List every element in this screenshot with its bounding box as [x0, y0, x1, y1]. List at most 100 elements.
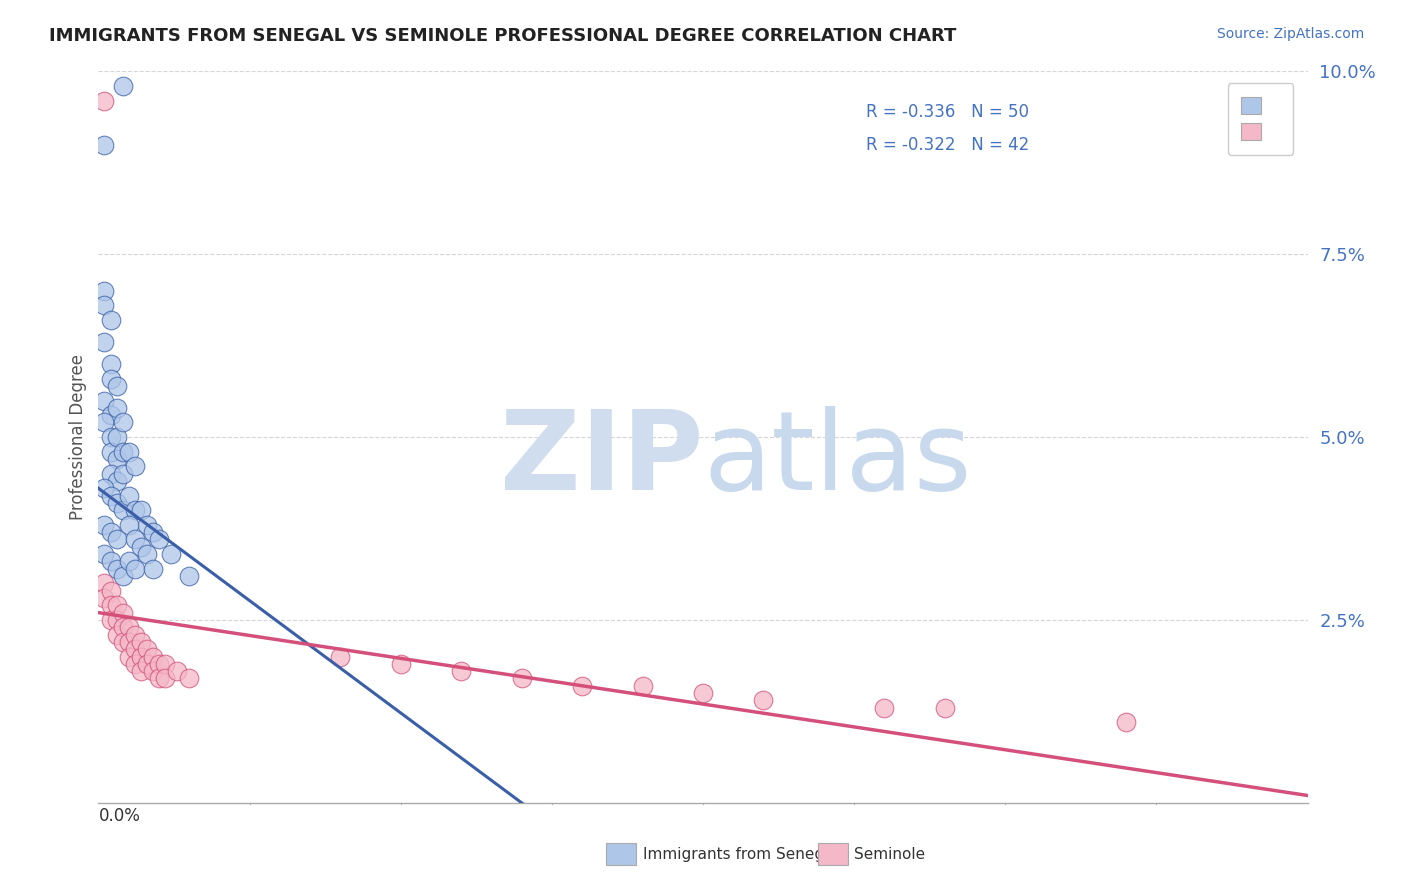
Point	[118, 620, 141, 634]
Point	[124, 503, 146, 517]
Point	[111, 444, 134, 458]
Point	[142, 664, 165, 678]
Point	[100, 525, 122, 540]
Point	[93, 591, 115, 605]
Point	[135, 517, 157, 532]
Point	[111, 503, 134, 517]
Point	[129, 635, 152, 649]
Point	[93, 284, 115, 298]
Point	[129, 503, 152, 517]
Point	[105, 627, 128, 641]
Point	[118, 444, 141, 458]
Point	[105, 533, 128, 547]
Point	[105, 452, 128, 467]
Point	[160, 547, 183, 561]
Point	[571, 679, 593, 693]
Point	[124, 459, 146, 474]
Point	[111, 467, 134, 481]
Point	[124, 642, 146, 657]
Point	[179, 569, 201, 583]
Point	[105, 474, 128, 488]
FancyBboxPatch shape	[606, 843, 637, 865]
Point	[124, 657, 146, 671]
Text: Seminole: Seminole	[855, 847, 925, 862]
Point	[179, 672, 201, 686]
Point	[100, 467, 122, 481]
Point	[100, 583, 122, 598]
Point	[118, 554, 141, 568]
Point	[135, 657, 157, 671]
Point	[93, 94, 115, 108]
Point	[93, 576, 115, 591]
Point	[93, 517, 115, 532]
Point	[100, 371, 122, 385]
Point	[100, 489, 122, 503]
Text: R = -0.322   N = 42: R = -0.322 N = 42	[866, 136, 1029, 153]
Point	[135, 642, 157, 657]
Point	[100, 408, 122, 422]
Text: IMMIGRANTS FROM SENEGAL VS SEMINOLE PROFESSIONAL DEGREE CORRELATION CHART: IMMIGRANTS FROM SENEGAL VS SEMINOLE PROF…	[49, 27, 956, 45]
Point	[129, 664, 152, 678]
Point	[124, 562, 146, 576]
Text: 0.0%: 0.0%	[98, 807, 141, 825]
Point	[93, 298, 115, 312]
Point	[142, 525, 165, 540]
Point	[752, 693, 775, 707]
Point	[105, 430, 128, 444]
Point	[93, 481, 115, 495]
Point	[129, 540, 152, 554]
Point	[111, 569, 134, 583]
Point	[329, 649, 352, 664]
Point	[105, 599, 128, 613]
Point	[934, 700, 956, 714]
Point	[105, 496, 128, 510]
Point	[142, 649, 165, 664]
Point	[148, 533, 170, 547]
FancyBboxPatch shape	[818, 843, 848, 865]
Text: Immigrants from Senegal: Immigrants from Senegal	[643, 847, 838, 862]
Point	[93, 393, 115, 408]
Point	[100, 599, 122, 613]
Point	[93, 547, 115, 561]
Point	[166, 664, 188, 678]
Point	[118, 489, 141, 503]
Point	[111, 78, 134, 93]
Point	[873, 700, 896, 714]
Point	[510, 672, 533, 686]
Point	[631, 679, 654, 693]
Point	[105, 401, 128, 415]
Point	[129, 649, 152, 664]
Point	[124, 627, 146, 641]
Point	[135, 547, 157, 561]
Point	[100, 554, 122, 568]
Point	[148, 657, 170, 671]
Text: ZIP: ZIP	[499, 406, 703, 513]
Point	[93, 416, 115, 430]
Y-axis label: Professional Degree: Professional Degree	[69, 354, 87, 520]
Point	[100, 444, 122, 458]
Point	[148, 672, 170, 686]
Point	[111, 635, 134, 649]
Text: R = -0.336   N = 50: R = -0.336 N = 50	[866, 103, 1029, 120]
Point	[100, 357, 122, 371]
Point	[153, 657, 176, 671]
Point	[93, 137, 115, 152]
Point	[153, 672, 176, 686]
Point	[124, 533, 146, 547]
Point	[111, 606, 134, 620]
Point	[692, 686, 714, 700]
Point	[105, 613, 128, 627]
Point	[389, 657, 412, 671]
Point	[105, 379, 128, 393]
Point	[105, 562, 128, 576]
Point	[118, 635, 141, 649]
Point	[93, 334, 115, 349]
Point	[118, 517, 141, 532]
Point	[142, 562, 165, 576]
Point	[100, 313, 122, 327]
Point	[111, 620, 134, 634]
Point	[111, 416, 134, 430]
Point	[450, 664, 472, 678]
Point	[100, 613, 122, 627]
Point	[1115, 715, 1137, 730]
